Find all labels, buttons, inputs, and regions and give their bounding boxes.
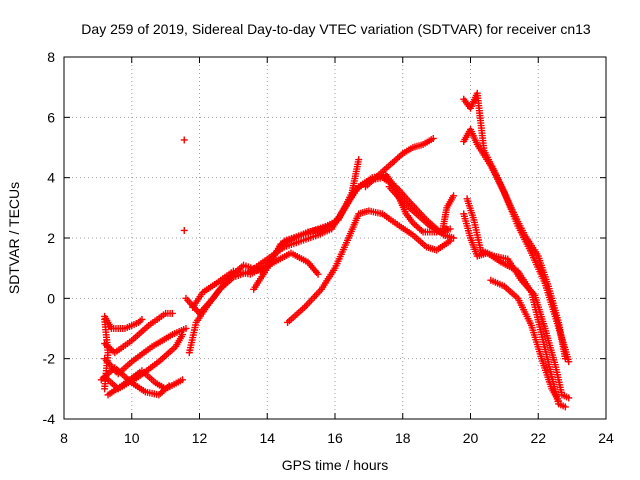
data-point: [446, 225, 454, 233]
x-tick-label: 10: [124, 430, 140, 446]
data-point: [555, 397, 563, 405]
x-tick-label: 18: [395, 430, 411, 446]
chart-title: Day 259 of 2019, Sidereal Day-to-day VTE…: [81, 21, 591, 37]
series-track-11: [250, 156, 363, 293]
series-track-12: [284, 207, 454, 326]
y-tick-label: -4: [43, 411, 56, 427]
data-point: [565, 394, 573, 402]
data-point: [446, 237, 454, 245]
y-tick-label: 0: [47, 290, 55, 306]
x-tick-label: 8: [60, 430, 68, 446]
data-point: [355, 156, 363, 164]
y-tick-label: 2: [47, 230, 55, 246]
data-points: [97, 89, 573, 411]
series-outlier-2: [180, 226, 188, 234]
data-point: [101, 385, 109, 393]
series-track-20: [487, 276, 563, 405]
series-track-17: [460, 125, 573, 366]
data-point: [180, 136, 188, 144]
x-tick-label: 12: [192, 430, 208, 446]
data-point: [450, 192, 458, 200]
series-track-2: [101, 309, 176, 357]
series-track-8: [185, 174, 458, 357]
series-outlier-1: [180, 136, 188, 144]
series-track-13: [361, 134, 437, 191]
data-point: [179, 376, 187, 384]
x-tick-label: 16: [327, 430, 343, 446]
x-tick-label: 24: [598, 430, 614, 446]
y-tick-label: -2: [43, 351, 56, 367]
data-point: [429, 134, 437, 142]
x-axis-label: GPS time / hours: [282, 457, 389, 473]
data-point: [561, 403, 569, 411]
series-track-10: [182, 249, 322, 317]
series-track-14: [385, 183, 454, 236]
data-point: [138, 315, 146, 323]
data-point: [180, 226, 188, 234]
x-tick-label: 14: [259, 430, 275, 446]
data-point: [165, 382, 173, 390]
y-tick-label: 4: [47, 170, 55, 186]
data-point: [168, 309, 176, 317]
x-tick-label: 22: [530, 430, 546, 446]
data-point: [182, 325, 190, 332]
data-point: [314, 270, 322, 278]
data-point: [565, 358, 573, 366]
y-tick-label: 8: [47, 49, 55, 65]
data-point: [179, 331, 187, 339]
x-tick-label: 20: [463, 430, 479, 446]
series-track-7: [101, 315, 112, 393]
y-axis-label: SDTVAR / TECUs: [6, 182, 22, 294]
series-track-15: [439, 192, 458, 230]
y-tick-label: 6: [47, 109, 55, 125]
